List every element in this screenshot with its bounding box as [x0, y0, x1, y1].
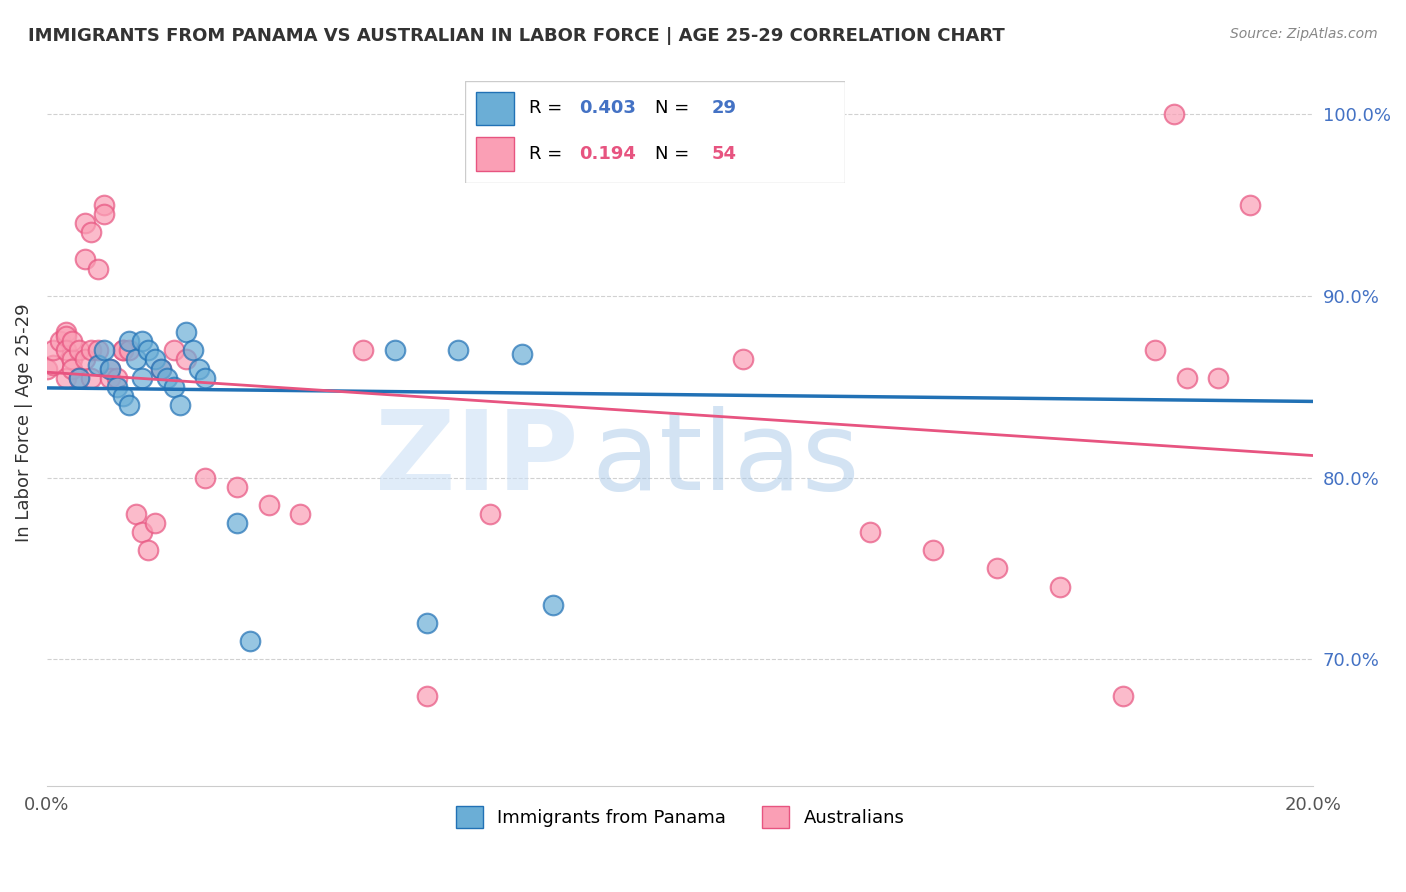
Y-axis label: In Labor Force | Age 25-29: In Labor Force | Age 25-29 — [15, 304, 32, 542]
Legend: Immigrants from Panama, Australians: Immigrants from Panama, Australians — [449, 799, 911, 836]
Point — [162, 380, 184, 394]
Point — [156, 370, 179, 384]
Point — [42, 358, 65, 372]
Point — [181, 343, 204, 358]
Point — [93, 198, 115, 212]
Point — [55, 343, 77, 358]
Point — [194, 470, 217, 484]
Point — [225, 480, 247, 494]
Point — [922, 543, 945, 558]
Point — [733, 352, 755, 367]
Point — [55, 328, 77, 343]
Point — [98, 361, 121, 376]
Point — [98, 370, 121, 384]
Point — [187, 361, 209, 376]
Point — [73, 252, 96, 267]
Point — [416, 689, 439, 703]
Point — [118, 398, 141, 412]
Text: IMMIGRANTS FROM PANAMA VS AUSTRALIAN IN LABOR FORCE | AGE 25-29 CORRELATION CHAR: IMMIGRANTS FROM PANAMA VS AUSTRALIAN IN … — [28, 27, 1005, 45]
Point — [111, 343, 134, 358]
Point — [60, 361, 83, 376]
Point — [118, 343, 141, 358]
Point — [1143, 343, 1166, 358]
Point — [1049, 580, 1071, 594]
Text: ZIP: ZIP — [375, 406, 579, 513]
Point — [42, 343, 65, 358]
Point — [384, 343, 406, 358]
Point — [124, 352, 146, 367]
Point — [353, 343, 375, 358]
Point — [124, 507, 146, 521]
Point — [136, 343, 159, 358]
Point — [73, 352, 96, 367]
Point — [131, 334, 153, 349]
Point — [131, 524, 153, 539]
Point — [86, 343, 108, 358]
Point — [60, 352, 83, 367]
Point — [48, 334, 70, 349]
Point — [80, 370, 103, 384]
Point — [111, 343, 134, 358]
Point — [149, 361, 172, 376]
Point — [93, 343, 115, 358]
Point — [859, 524, 882, 539]
Point — [149, 361, 172, 376]
Point — [510, 347, 533, 361]
Point — [67, 343, 90, 358]
Point — [60, 334, 83, 349]
Point — [238, 634, 260, 648]
Point — [55, 370, 77, 384]
Point — [35, 361, 58, 376]
Point — [118, 334, 141, 349]
Text: atlas: atlas — [592, 406, 860, 513]
Point — [98, 361, 121, 376]
Point — [416, 615, 439, 630]
Point — [174, 325, 197, 339]
Point — [131, 370, 153, 384]
Point — [93, 207, 115, 221]
Point — [86, 261, 108, 276]
Point — [479, 507, 502, 521]
Point — [1163, 107, 1185, 121]
Point — [1112, 689, 1135, 703]
Point — [1239, 198, 1261, 212]
Point — [225, 516, 247, 530]
Text: Source: ZipAtlas.com: Source: ZipAtlas.com — [1230, 27, 1378, 41]
Point — [543, 598, 565, 612]
Point — [447, 343, 470, 358]
Point — [105, 370, 128, 384]
Point — [136, 543, 159, 558]
Point — [80, 225, 103, 239]
Point — [669, 107, 692, 121]
Point — [174, 352, 197, 367]
Point — [288, 507, 311, 521]
Point — [257, 498, 280, 512]
Point — [73, 216, 96, 230]
Point — [105, 380, 128, 394]
Point — [55, 325, 77, 339]
Point — [162, 343, 184, 358]
Point — [194, 370, 217, 384]
Point — [67, 370, 90, 384]
Point — [1175, 370, 1198, 384]
Point — [67, 370, 90, 384]
Point — [143, 352, 166, 367]
Point — [143, 516, 166, 530]
Point — [86, 358, 108, 372]
Point — [169, 398, 191, 412]
Point — [111, 389, 134, 403]
Point — [986, 561, 1008, 575]
Point — [80, 343, 103, 358]
Point — [1206, 370, 1229, 384]
